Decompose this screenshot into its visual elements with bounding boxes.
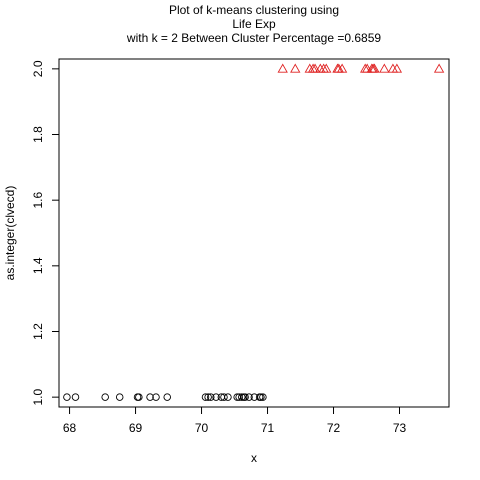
data-point-circle [204,393,212,401]
data-point-circle [71,393,80,401]
data-point-circle [146,393,154,401]
data-point-circle [163,393,171,401]
data-point-circle [212,393,220,401]
x-tick-label: 70 [195,421,209,435]
y-tick-label: 1.8 [31,126,45,143]
data-point-circle [63,393,71,401]
y-tick-label: 1.2 [31,323,45,340]
data-point-triangle [321,63,332,73]
x-axis: 68 69 70 71 72 73 [63,406,407,435]
y-tick-label: 1.6 [31,192,45,209]
data-point-circle [238,393,246,401]
data-point-triangle [379,63,390,73]
data-point-triangle [336,63,348,73]
data-point-circle [224,393,232,401]
data-point-circle [135,393,143,401]
x-axis-label: x [251,451,257,465]
data-point-triangle [290,63,301,73]
data-point-triangle [433,63,445,73]
data-point-triangle [369,63,380,73]
y-axis-label: as.integer(clvecd) [3,186,17,281]
data-point-triangle [391,63,403,73]
chart-title-line-1: Plot of k-means clustering using [169,3,339,17]
x-tick-label: 73 [393,421,407,435]
data-point-circle [220,393,228,401]
data-point-triangle [277,63,288,73]
chart-title-line-3: with k = 2 Between Cluster Percentage =0… [126,31,381,45]
data-point-circle [245,393,253,401]
data-point-circle [259,393,267,401]
data-points [63,63,445,401]
y-tick-label: 1.0 [31,388,45,405]
data-point-circle [201,393,210,401]
data-point-circle [257,393,265,401]
data-point-circle [241,393,249,401]
y-tick-label: 1.4 [31,257,45,274]
data-point-circle [235,393,243,401]
data-point-circle [152,393,160,401]
data-point-circle [101,393,109,401]
x-tick-label: 71 [261,421,275,435]
data-point-triangle [309,63,321,73]
y-axis: 1.0 1.2 1.4 1.6 1.8 2.0 [31,60,60,405]
x-tick-label: 72 [327,421,341,435]
x-tick-label: 69 [129,421,143,435]
x-tick-label: 68 [63,421,77,435]
data-point-circle [207,393,215,401]
data-point-circle [115,393,124,401]
chart-title-line-2: Life Exp [232,17,276,31]
y-tick-label: 2.0 [31,60,45,77]
